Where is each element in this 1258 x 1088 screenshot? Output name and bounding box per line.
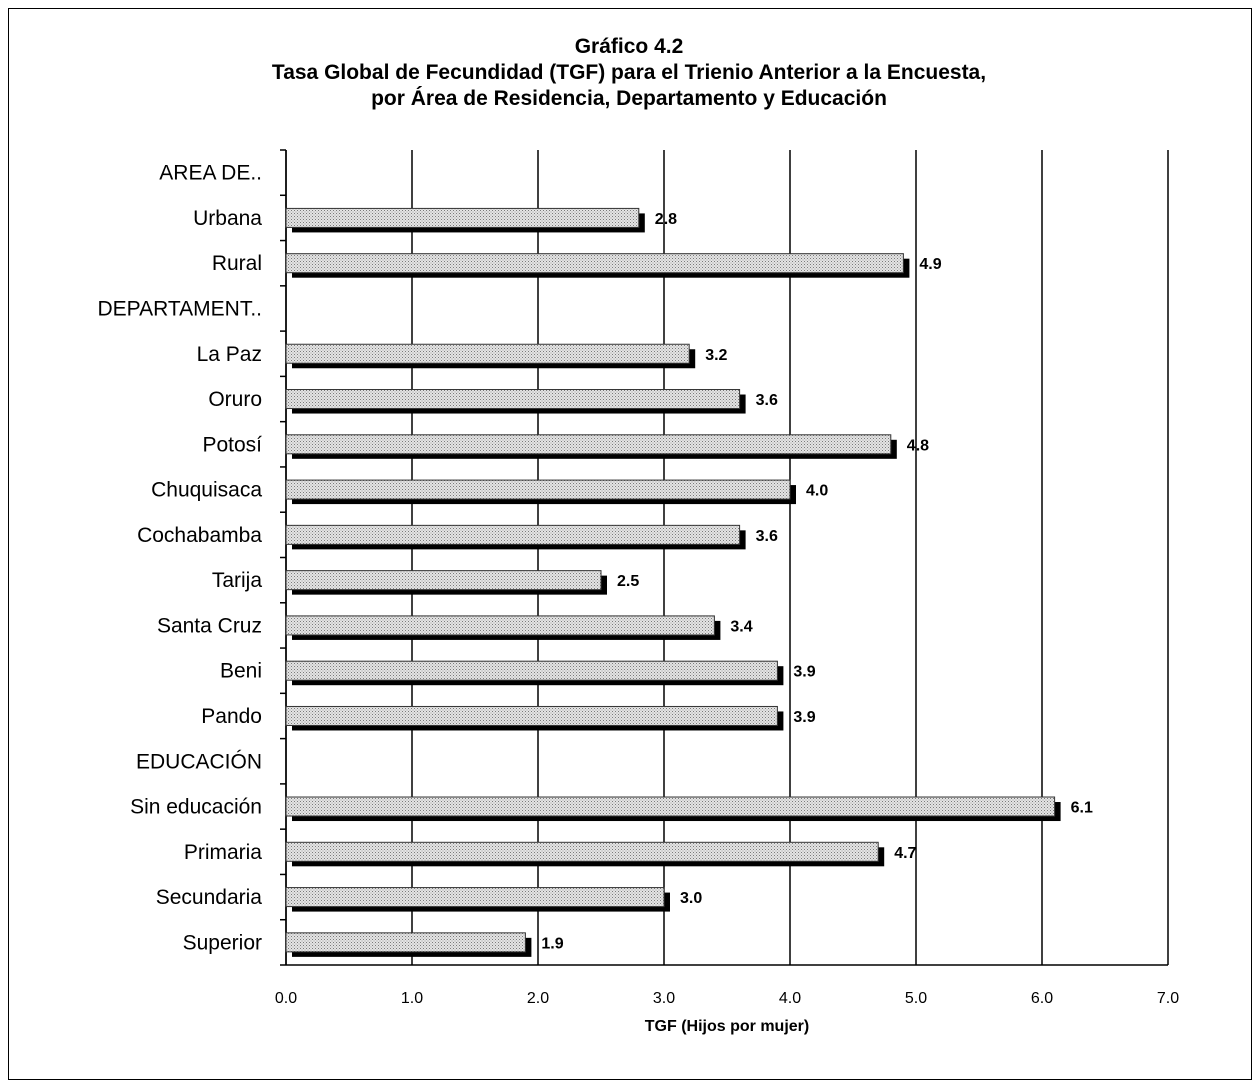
category-label: Potosí (202, 433, 262, 456)
x-tick-label: 1.0 (401, 990, 423, 1007)
category-label: Urbana (193, 207, 262, 230)
value-label: 3.0 (680, 890, 702, 907)
bar (285, 479, 791, 500)
category-label: AREA DE.. (159, 162, 262, 185)
bar (285, 705, 778, 726)
value-label: 4.7 (894, 845, 916, 862)
bar (285, 887, 665, 908)
chart-frame (8, 8, 1252, 1080)
category-label: Superior (183, 931, 262, 954)
category-label: Cochabamba (137, 524, 262, 547)
category-label: Oruro (208, 388, 262, 411)
x-tick-label: 3.0 (653, 990, 675, 1007)
bar (285, 434, 892, 455)
bar (285, 253, 904, 274)
value-label: 4.8 (907, 437, 929, 454)
category-label: Secundaria (156, 886, 263, 909)
x-tick-label: 7.0 (1157, 990, 1179, 1007)
value-label: 3.9 (793, 709, 815, 726)
x-tick-label: 4.0 (779, 990, 801, 1007)
value-label: 3.9 (793, 664, 815, 681)
gridlines (280, 149, 1169, 966)
category-label: Sin educación (130, 796, 262, 819)
chart-subtitle-line-1: Tasa Global de Fecundidad (TGF) para el … (271, 61, 987, 84)
bars (285, 207, 1061, 957)
bar (285, 524, 741, 545)
value-label: 2.8 (655, 211, 677, 228)
x-tick-label: 2.0 (527, 990, 549, 1007)
chart-title: Gráfico 4.2 (574, 35, 684, 58)
category-label: Beni (220, 660, 262, 683)
bar (285, 660, 778, 681)
bar (285, 841, 879, 862)
chart-subtitle-line-2: por Área de Residencia, Departamento y E… (371, 87, 887, 110)
category-label: DEPARTAMENT.. (97, 297, 262, 320)
category-label: Chuquisaca (151, 479, 262, 502)
x-tick-label: 6.0 (1031, 990, 1053, 1007)
value-label: 4.0 (806, 483, 828, 500)
bar (285, 343, 690, 364)
value-label: 2.5 (617, 573, 639, 590)
value-label: 1.9 (541, 935, 563, 952)
value-label: 4.9 (919, 256, 941, 273)
category-label: EDUCACIÓN (136, 750, 262, 773)
bar (285, 570, 602, 591)
bar (285, 796, 1056, 817)
x-tick-label: 5.0 (905, 990, 927, 1007)
category-label: Rural (212, 252, 262, 275)
category-label: Santa Cruz (157, 614, 262, 637)
value-label: 3.4 (730, 618, 752, 635)
bar (285, 932, 526, 953)
bar (285, 207, 640, 228)
x-axis-title: TGF (Hijos por mujer) (645, 1018, 809, 1035)
value-label: 6.1 (1071, 800, 1093, 817)
value-label: 3.6 (756, 392, 778, 409)
category-label: Tarija (212, 569, 263, 592)
category-label: La Paz (197, 343, 262, 366)
category-label: Pando (201, 705, 262, 728)
x-tick-labels: 0.0 1.0 2.0 3.0 4.0 5.0 6.0 7.0 (275, 990, 1179, 1007)
bar (285, 389, 741, 410)
value-label: 3.6 (756, 528, 778, 545)
bar (285, 615, 715, 636)
x-tick-label: 0.0 (275, 990, 297, 1007)
category-label: Primaria (184, 841, 262, 864)
category-labels: AREA DE.. Urbana Rural DEPARTAMENT.. La Paz O… (97, 162, 262, 955)
value-labels: 2.8 4.9 3.2 3.6 4.8 4.0 3.6 2.5 3.4 3.9 3.9 6.1 4.7 3… (541, 211, 1093, 952)
value-label: 3.2 (705, 347, 727, 364)
